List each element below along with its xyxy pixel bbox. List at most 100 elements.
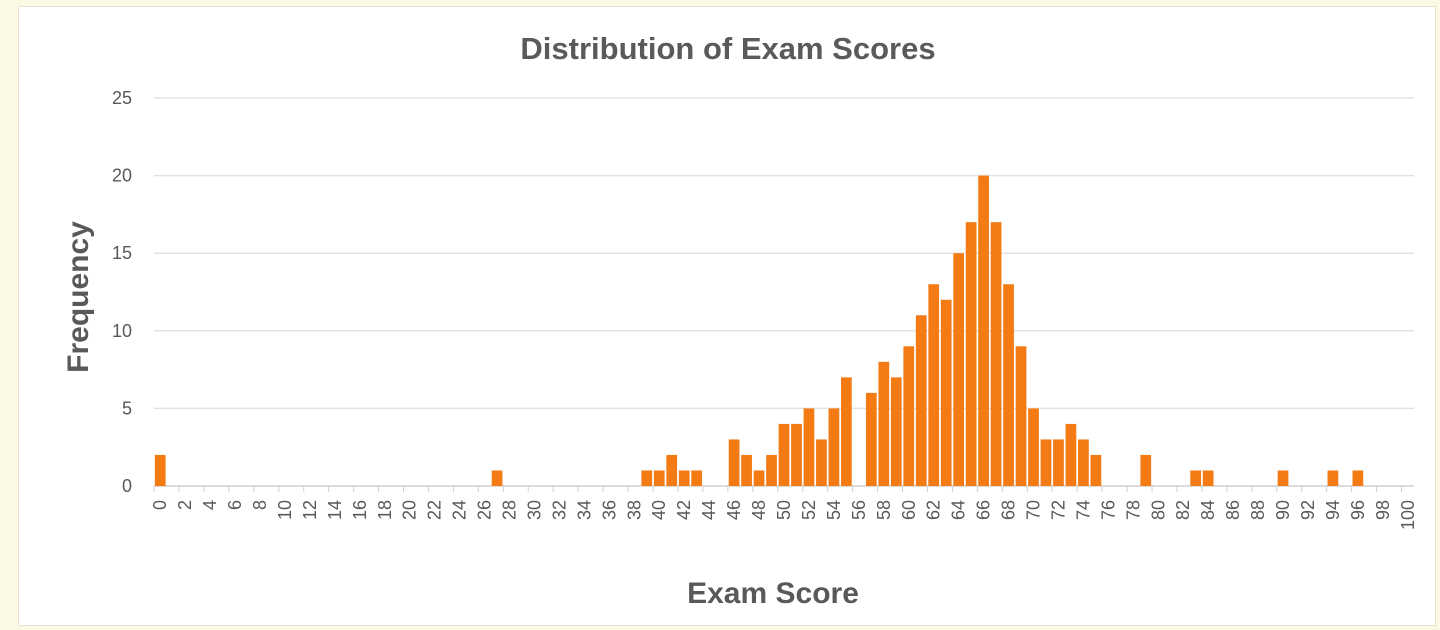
histogram-bar (828, 408, 840, 486)
histogram-bar (878, 361, 890, 486)
x-tick-label: 8 (250, 500, 270, 510)
x-tick-label: 46 (724, 500, 744, 520)
histogram-bar (940, 299, 952, 486)
y-tick-label: 15 (112, 243, 132, 263)
histogram-bar (653, 470, 665, 486)
y-tick-label: 25 (112, 88, 132, 108)
chart-title: Distribution of Exam Scores (520, 31, 936, 66)
x-tick-label: 74 (1073, 500, 1093, 520)
x-tick-label: 38 (624, 500, 644, 520)
x-tick-label: 26 (475, 500, 495, 520)
x-tick-label: 14 (325, 500, 345, 520)
histogram-bar (816, 439, 827, 486)
x-tick-label: 34 (574, 500, 594, 520)
x-tick-label: 78 (1123, 500, 1143, 520)
x-tick-label: 68 (999, 500, 1019, 520)
x-tick-label: 18 (375, 500, 395, 520)
x-tick-label: 2 (175, 500, 195, 510)
x-tick-label: 72 (1048, 500, 1068, 520)
x-tick-label: 40 (649, 500, 669, 520)
x-tick-label: 64 (949, 500, 969, 520)
histogram-bar (766, 454, 777, 486)
x-tick-label: 92 (1298, 500, 1318, 520)
x-tick-label: 36 (599, 500, 619, 520)
x-tick-label: 76 (1098, 500, 1118, 520)
x-tick-label: 50 (774, 500, 794, 520)
x-tick-label: 24 (450, 500, 470, 520)
histogram-bar (691, 470, 703, 486)
x-tick-label: 66 (974, 500, 994, 520)
x-tick-label: 4 (200, 500, 220, 510)
histogram-bar (1327, 470, 1339, 486)
histogram-bar (641, 470, 653, 486)
x-tick-label: 32 (549, 500, 569, 520)
histogram-bar (678, 470, 690, 486)
histogram-bar (1065, 423, 1077, 486)
histogram-bar (841, 377, 852, 486)
y-tick-label: 0 (122, 476, 132, 496)
histogram-bar (1040, 439, 1052, 486)
x-tick-label: 84 (1198, 500, 1218, 520)
x-tick-label: 16 (350, 500, 370, 520)
x-tick-label: 44 (699, 500, 719, 520)
x-tick-label: 70 (1024, 500, 1044, 520)
histogram-bar (154, 454, 166, 486)
histogram-bar (1003, 284, 1014, 486)
histogram-bar (1140, 454, 1152, 486)
x-tick-label: 58 (874, 500, 894, 520)
x-tick-label: 52 (799, 500, 819, 520)
histogram-bar (1028, 408, 1039, 486)
x-tick-label: 60 (899, 500, 919, 520)
chart-panel: Distribution of Exam Scores Frequency Ex… (18, 6, 1436, 626)
x-tick-label: 0 (150, 500, 170, 510)
histogram-bar (741, 454, 752, 486)
x-tick-label: 94 (1323, 500, 1343, 520)
histogram-bar (890, 377, 902, 486)
histogram-bar (753, 470, 765, 486)
histogram-bar (965, 222, 977, 486)
x-tick-label: 100 (1398, 500, 1418, 530)
histogram-bar (953, 253, 965, 486)
x-tick-label: 54 (824, 500, 844, 520)
x-tick-label: 96 (1348, 500, 1368, 520)
x-tick-label: 80 (1148, 500, 1168, 520)
y-tick-label: 10 (112, 321, 132, 341)
x-tick-label: 10 (275, 500, 295, 520)
x-tick-label: 90 (1273, 500, 1293, 520)
x-tick-label: 6 (225, 500, 245, 510)
histogram-bar (915, 315, 927, 486)
histogram-bar (728, 439, 740, 486)
histogram-bar (1352, 470, 1364, 486)
x-tick-label: 62 (924, 500, 944, 520)
x-tick-label: 42 (674, 500, 694, 520)
histogram-bar (1015, 346, 1027, 486)
histogram-bar (1202, 470, 1214, 486)
histogram-bar (903, 346, 915, 486)
histogram-bar (928, 284, 940, 486)
histogram-bar (791, 423, 802, 486)
histogram-bar (1090, 454, 1102, 486)
y-tick-label: 5 (122, 398, 132, 418)
x-axis-title: Exam Score (687, 577, 859, 610)
x-tick-label: 12 (300, 500, 320, 520)
histogram-bar (990, 222, 1002, 486)
x-tick-label: 56 (849, 500, 869, 520)
histogram-bar (1277, 470, 1289, 486)
x-tick-label: 48 (749, 500, 769, 520)
x-tick-label: 22 (425, 500, 445, 520)
histogram-bar (803, 408, 815, 486)
x-tick-label: 86 (1223, 500, 1243, 520)
histogram-bar (778, 423, 790, 486)
x-tick-label: 82 (1173, 500, 1193, 520)
x-tick-label: 20 (400, 500, 420, 520)
histogram-bar (666, 454, 678, 486)
x-tick-label: 30 (524, 500, 544, 520)
histogram-bar (1190, 470, 1202, 486)
x-tick-label: 28 (500, 500, 520, 520)
y-tick-label: 20 (112, 166, 132, 186)
histogram-bar (1053, 439, 1064, 486)
histogram-bar (978, 175, 989, 486)
histogram-bar (1078, 439, 1089, 486)
x-tick-label: 98 (1373, 500, 1393, 520)
